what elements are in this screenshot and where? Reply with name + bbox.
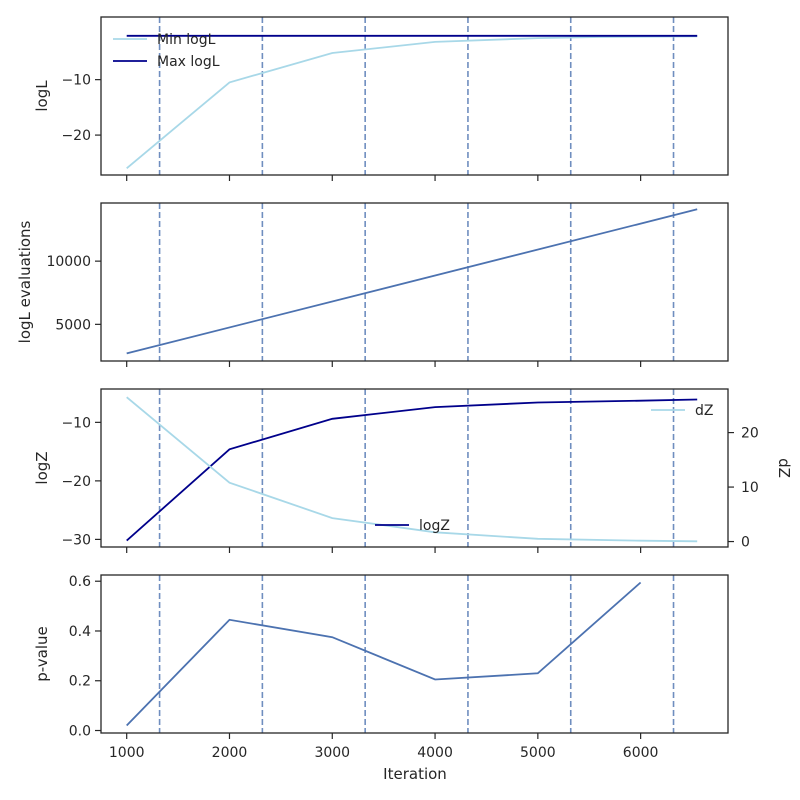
legend-label-logz: logZ [419, 518, 450, 534]
x-tick-label: 4000 [417, 745, 453, 761]
axes-frame [100, 388, 729, 548]
y-axis-label: logZ [33, 451, 51, 484]
y-tick-label: 10000 [46, 254, 91, 270]
panel-logl-evaluations: 5000 10000 logL evaluations [16, 202, 729, 367]
legend-label: Min logL [157, 32, 216, 48]
panel-logl: −10 −20 logL Min logL Max logL [33, 16, 729, 181]
y-tick-label: 0.6 [69, 574, 91, 590]
y-tick-label: 0.4 [69, 624, 91, 640]
x-tick-label: 3000 [314, 745, 350, 761]
y-tick-label: −20 [61, 128, 91, 144]
axes-frame [100, 202, 729, 362]
series-line-main [126, 208, 698, 355]
y2-tick-label: 10 [741, 480, 759, 496]
y2-tick-label: 20 [741, 426, 759, 442]
legend-label: Max logL [157, 54, 220, 70]
y2-axis-label: dZ [775, 458, 793, 478]
panel-logz: −10 −20 −30 0 10 20 dZ logZ dZ logZ [33, 388, 793, 553]
y-tick-label: −30 [61, 532, 91, 548]
series-line-main [126, 581, 642, 727]
y-tick-label: 0.2 [69, 674, 91, 690]
y-axis-label: logL [33, 80, 51, 112]
legend-label-dz: dZ [695, 403, 713, 419]
x-tick-label: 2000 [212, 745, 248, 761]
panel-p-value: 0.0 0.2 0.4 0.6 1000 2000 3000 4000 5000 6000 p-va… [33, 574, 729, 761]
x-tick-label: 5000 [520, 745, 556, 761]
y-tick-label: −10 [61, 415, 91, 431]
y-tick-label: −10 [61, 73, 91, 89]
y-tick-label: −20 [61, 474, 91, 490]
series-line-dz [126, 396, 698, 543]
series-line-logz [126, 398, 698, 542]
y2-tick-label: 0 [741, 535, 750, 551]
y-axis-label: p-value [33, 626, 51, 682]
axes-frame [100, 574, 729, 734]
x-tick-label: 6000 [623, 745, 659, 761]
x-axis-label: Iteration [383, 765, 447, 783]
y-axis-label: logL evaluations [16, 220, 34, 343]
y-tick-label: 5000 [55, 317, 91, 333]
x-tick-label: 1000 [109, 745, 145, 761]
series-line-min-logl [126, 35, 698, 169]
axes-frame [100, 16, 729, 176]
y-tick-label: 0.0 [69, 724, 91, 740]
